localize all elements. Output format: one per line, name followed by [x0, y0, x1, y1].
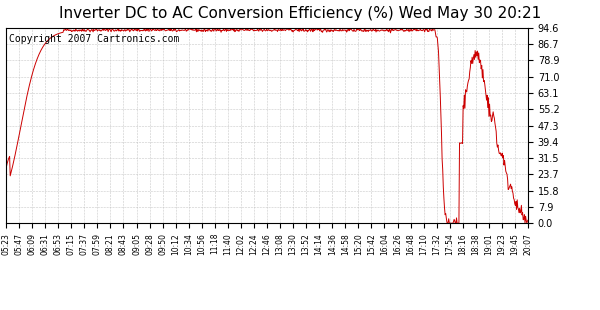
Text: Inverter DC to AC Conversion Efficiency (%) Wed May 30 20:21: Inverter DC to AC Conversion Efficiency … — [59, 6, 541, 21]
Text: Copyright 2007 Cartronics.com: Copyright 2007 Cartronics.com — [8, 34, 179, 44]
